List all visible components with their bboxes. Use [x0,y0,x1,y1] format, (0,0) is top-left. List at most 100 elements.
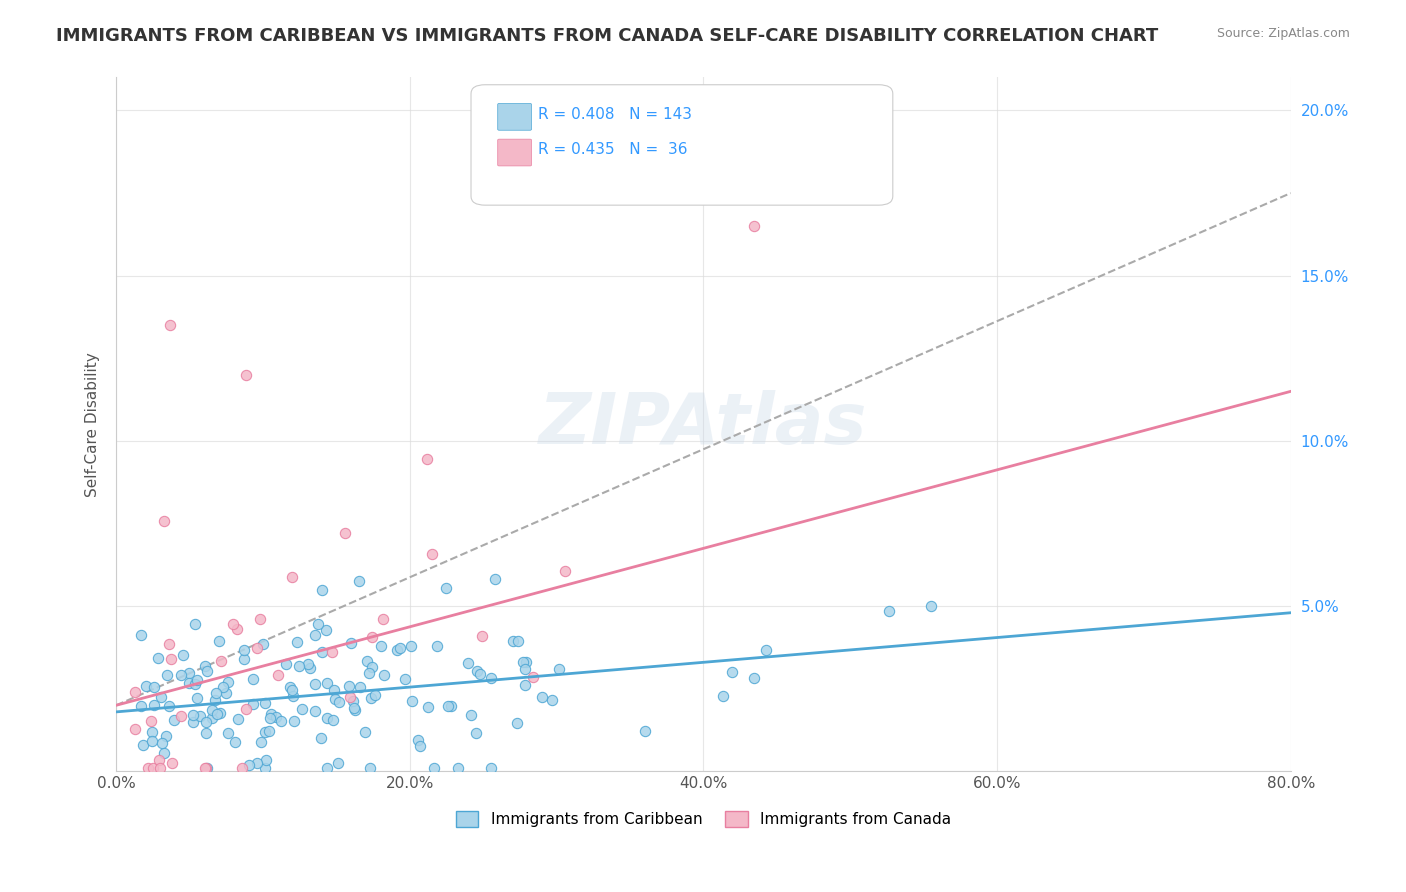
Point [136,761,159,775]
Point [394,673,416,687]
Point [195,714,218,729]
Point [157,637,180,651]
Text: R = 0.435   N =  36: R = 0.435 N = 36 [538,143,688,157]
Point [354,724,377,739]
Point [406,732,429,747]
Point [361,630,384,644]
Point [742,671,765,685]
Point [304,705,326,719]
Point [309,731,332,745]
Point [135,679,157,693]
Text: ZIPAtlas: ZIPAtlas [540,390,868,458]
Point [207,633,229,648]
Point [124,685,146,699]
Text: Source: ZipAtlas.com: Source: ZipAtlas.com [1216,27,1350,40]
Point [721,665,744,679]
Point [281,682,304,697]
Legend: Immigrants from Caribbean, Immigrants from Canada: Immigrants from Caribbean, Immigrants fr… [450,805,957,833]
Point [281,570,304,584]
Point [252,637,274,651]
Point [270,714,292,728]
Point [323,691,346,706]
Point [143,698,166,712]
Point [515,678,537,692]
Point [150,736,173,750]
Point [183,617,205,632]
Point [259,711,281,725]
Point [920,599,942,613]
Point [242,697,264,711]
Point [274,657,297,671]
Point [257,724,280,739]
Point [322,714,344,728]
Point [315,761,337,775]
Point [188,708,211,723]
Point [434,581,457,595]
Point [153,514,176,528]
Point [141,734,163,748]
Point [253,696,276,710]
Point [264,709,287,723]
Point [143,680,166,694]
Point [153,746,176,760]
Point [260,706,283,721]
Point [177,666,200,681]
Point [246,640,269,655]
Point [311,582,333,597]
Point [522,670,544,684]
Point [162,713,184,727]
Point [267,668,290,682]
Point [141,761,163,775]
Point [222,616,245,631]
Point [205,706,228,721]
Point [426,639,449,653]
Point [283,714,305,728]
Point [201,703,224,717]
Point [250,734,273,748]
Point [360,690,382,705]
Point [249,612,271,626]
Point [548,663,571,677]
Point [711,689,734,703]
Point [340,635,363,649]
Point [194,761,217,775]
Point [471,629,494,643]
Point [253,761,276,775]
Point [437,698,460,713]
Point [326,756,349,771]
Point [339,690,361,705]
Point [634,724,657,739]
Point [160,756,183,771]
Point [311,645,333,659]
Point [214,686,236,700]
Point [328,695,350,709]
Point [233,652,256,666]
Point [170,708,193,723]
Point [321,645,343,659]
Point [755,643,778,657]
Point [344,703,367,717]
Point [181,708,204,723]
Point [465,664,488,678]
Point [401,639,423,653]
Point [155,730,177,744]
Point [291,702,314,716]
Point [742,219,765,234]
Point [479,672,502,686]
Point [254,725,277,739]
Point [226,712,249,726]
Point [254,753,277,767]
Point [233,643,256,657]
Point [208,706,231,720]
Point [423,761,446,775]
Point [298,661,321,675]
Point [502,634,524,648]
Point [512,655,534,669]
Text: R = 0.408   N = 143: R = 0.408 N = 143 [538,107,693,121]
Point [159,318,181,333]
Point [447,761,470,775]
Point [124,723,146,737]
Point [285,634,308,648]
Y-axis label: Self-Care Disability: Self-Care Disability [86,352,100,497]
Point [226,623,249,637]
